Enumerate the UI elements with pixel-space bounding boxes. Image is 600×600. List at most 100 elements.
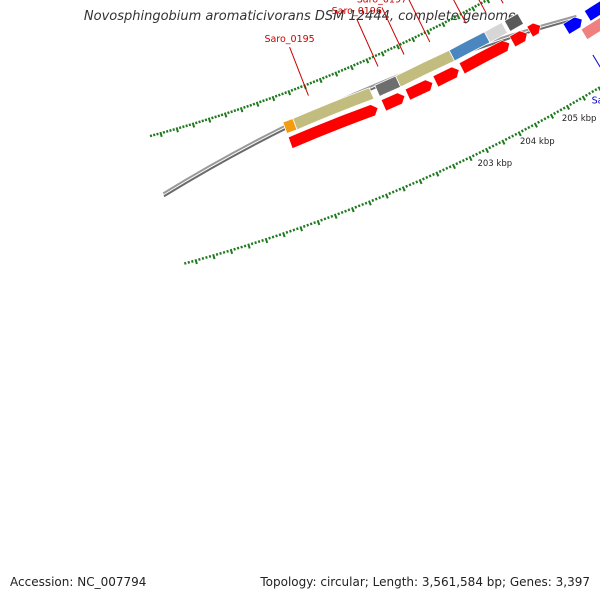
inner-tick <box>194 258 198 265</box>
inner-tick <box>575 99 579 103</box>
inner-tick <box>302 224 306 228</box>
gene-label[interactable]: Saro_0197 <box>357 0 407 5</box>
inner-tick <box>572 101 576 105</box>
outer-tick <box>453 15 457 19</box>
outer-tick <box>471 6 476 12</box>
outer-tick <box>172 128 175 132</box>
inner-tick <box>222 250 226 254</box>
outer-tick <box>374 54 378 58</box>
inner-tick <box>452 163 456 170</box>
outer-tick <box>182 125 185 129</box>
outer-tick <box>211 116 214 120</box>
gene-label[interactable]: Saro_0196 <box>332 6 382 17</box>
inner-tick <box>418 178 423 185</box>
inner-tick <box>445 166 449 170</box>
outer-tick <box>246 104 249 108</box>
outer-tick <box>271 95 276 102</box>
gene-label[interactable]: Saro_0195 <box>264 34 314 45</box>
inner-tick <box>368 200 372 206</box>
outer-tick <box>207 117 212 123</box>
outer-tick <box>217 114 221 118</box>
kbp-label: 204 kbp <box>520 137 555 147</box>
inner-tick <box>357 204 361 208</box>
outer-tick <box>337 70 341 74</box>
cog-segment <box>374 75 402 97</box>
gene-label[interactable]: Saro_0203 <box>592 95 600 106</box>
outer-tick <box>343 67 347 71</box>
gene-label-leader <box>381 7 405 55</box>
outer-tick <box>191 122 196 128</box>
inner-tick <box>268 236 271 240</box>
cog-segment <box>292 87 375 131</box>
gene-label-leader <box>356 18 379 67</box>
outer-tick <box>315 79 319 83</box>
outer-tick <box>277 93 281 97</box>
inner-tick <box>455 162 459 166</box>
inner-tick <box>264 237 269 244</box>
outer-tick <box>426 29 431 35</box>
inner-tick <box>347 208 351 212</box>
forward-gene-arrow <box>380 92 406 112</box>
inner-tick <box>584 93 588 97</box>
inner-tick <box>278 233 282 237</box>
inner-tick <box>507 136 511 140</box>
inner-tick <box>236 246 240 250</box>
inner-tick <box>398 187 402 191</box>
inner-tick <box>458 160 462 164</box>
inner-tick <box>594 88 598 92</box>
forward-gene-arrow <box>458 40 511 75</box>
outer-tick <box>432 26 436 30</box>
outer-tick <box>156 132 159 136</box>
forward-gene-arrow <box>526 22 541 38</box>
outer-tick <box>309 81 313 85</box>
outer-tick <box>377 52 381 56</box>
outer-tick <box>194 121 198 125</box>
inner-tick <box>364 201 368 205</box>
accession-text: Accession: NC_007794 <box>10 575 147 589</box>
inner-tick <box>442 168 445 172</box>
outer-tick <box>159 131 163 138</box>
outer-tick <box>162 130 166 134</box>
reverse-gene-arrow <box>583 0 600 22</box>
inner-tick <box>494 142 498 146</box>
outer-tick <box>152 133 156 137</box>
inner-tick <box>243 244 247 248</box>
inner-tick <box>517 131 522 137</box>
inner-tick <box>327 216 330 220</box>
outer-tick <box>346 66 350 70</box>
inner-tick <box>520 129 524 133</box>
inner-tick <box>553 111 557 116</box>
inner-tick <box>569 102 573 107</box>
outer-tick <box>402 41 405 45</box>
outer-tick <box>296 86 300 90</box>
inner-tick <box>581 95 586 101</box>
inner-tick <box>556 110 560 114</box>
inner-tick <box>537 120 540 124</box>
inner-tick <box>250 242 254 246</box>
inner-tick <box>261 238 264 242</box>
inner-tick <box>295 227 299 231</box>
outer-tick <box>178 126 182 130</box>
inner-tick <box>183 261 187 265</box>
inner-tick <box>198 257 201 261</box>
outer-tick <box>468 7 472 12</box>
outer-tick <box>328 73 331 78</box>
outer-tick <box>223 112 228 118</box>
outer-tick <box>287 89 292 96</box>
inner-tick <box>546 115 550 119</box>
inner-tick <box>229 248 234 255</box>
inner-tick <box>425 175 429 180</box>
inner-tick <box>337 212 341 216</box>
inner-tick <box>501 139 506 145</box>
genome-summary: Topology: circular; Length: 3,561,584 bp… <box>260 575 590 589</box>
outer-tick <box>399 42 402 46</box>
inner-tick <box>511 134 515 138</box>
outer-tick <box>220 113 224 117</box>
inner-tick <box>384 193 389 199</box>
inner-tick <box>559 108 563 112</box>
outer-tick <box>420 32 424 36</box>
outer-tick <box>368 56 372 60</box>
outer-tick <box>331 72 335 76</box>
